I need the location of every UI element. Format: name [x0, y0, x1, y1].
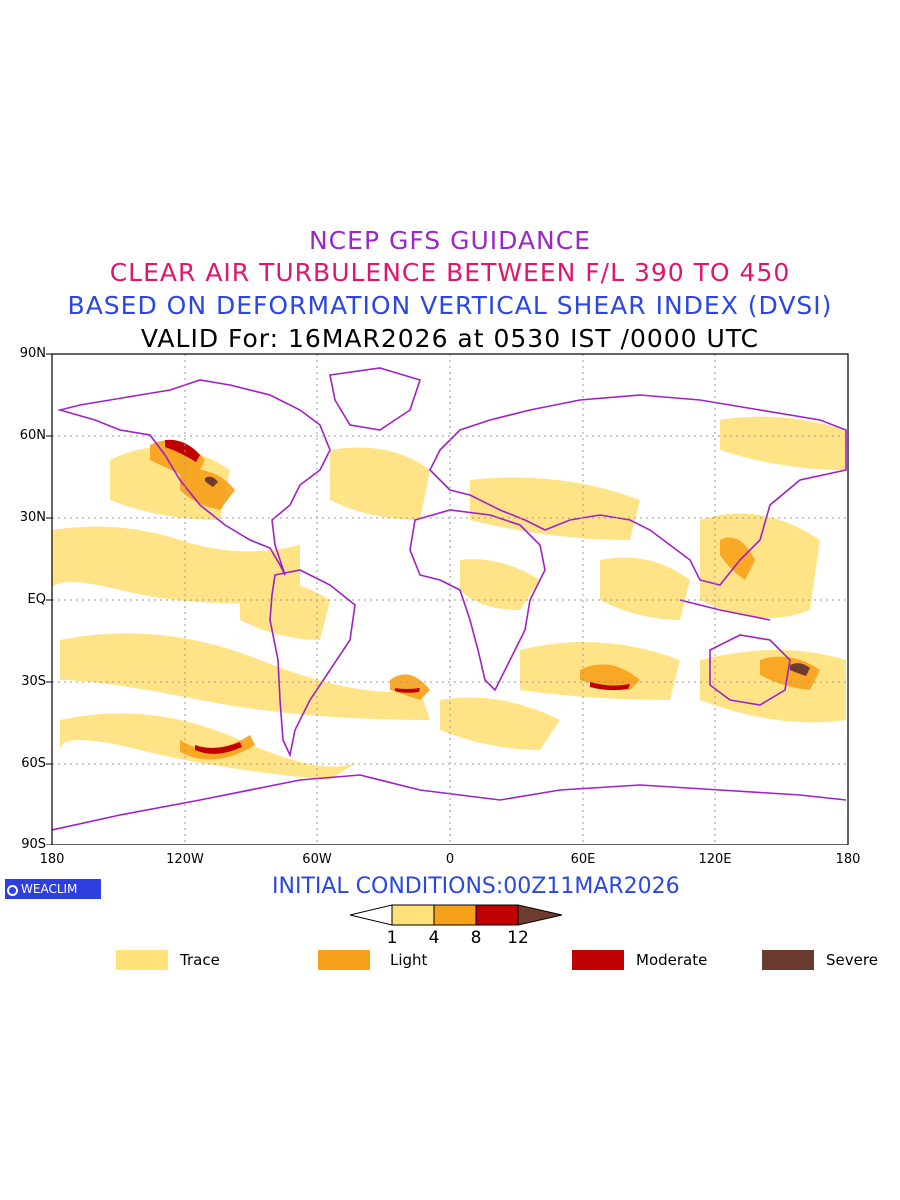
weaclim-logo: WEACLIM: [5, 879, 101, 899]
severe-shading: [205, 476, 810, 676]
legend-swatch-trace: [116, 950, 168, 970]
moderate-shading: [165, 439, 630, 754]
colorbar-low-arrow: [349, 904, 393, 926]
colorbar-moderate: [475, 904, 519, 926]
x-tick-0: 0: [445, 852, 455, 867]
title-line-3: BASED ON DEFORMATION VERTICAL SHEAR INDE…: [67, 291, 833, 320]
x-tick-120e: 120E: [698, 852, 732, 867]
initial-conditions: INITIAL CONDITIONS:00Z11MAR2026: [272, 874, 680, 899]
legend-label-moderate: Moderate: [636, 951, 708, 969]
title-line-2: CLEAR AIR TURBULENCE BETWEEN F/L 390 TO …: [109, 258, 791, 287]
x-tick-180w: 180: [39, 852, 65, 867]
y-tick-30n: 30N: [19, 510, 46, 525]
legend-swatch-severe: [762, 950, 814, 970]
x-tick-60w: 60W: [302, 852, 332, 867]
y-tick-30s: 30S: [21, 674, 46, 689]
y-tick-eq: EQ: [27, 592, 46, 607]
colorbar-high-arrow: [517, 904, 563, 926]
x-tick-180e: 180: [835, 852, 861, 867]
colorbar-tick-8: 8: [470, 928, 482, 948]
legend-label-light: Light: [390, 951, 428, 969]
colorbar-tick-4: 4: [428, 928, 440, 948]
colorbar-light: [433, 904, 477, 926]
x-tick-120w: 120W: [166, 852, 204, 867]
y-tick-90n: 90N: [19, 346, 46, 361]
x-tick-60e: 60E: [570, 852, 596, 867]
y-tick-90s: 90S: [21, 837, 46, 852]
logo-text: WEACLIM: [21, 882, 78, 896]
y-tick-60n: 60N: [19, 428, 46, 443]
legend-swatch-light: [318, 950, 370, 970]
colorbar: [349, 904, 563, 926]
grid-lines: [52, 354, 848, 845]
y-tick-60s: 60S: [21, 756, 46, 771]
title-line-1: NCEP GFS GUIDANCE: [308, 226, 591, 255]
colorbar-tick-12: 12: [507, 928, 529, 948]
colorbar-tick-1: 1: [386, 928, 398, 948]
legend-swatch-moderate: [572, 950, 624, 970]
turbulence-map: [46, 353, 849, 845]
legend-label-trace: Trace: [180, 951, 220, 969]
axis-ticks: [46, 353, 52, 845]
coastlines: [52, 367, 847, 831]
logo-ring-icon: [7, 885, 18, 896]
colorbar-trace: [391, 904, 435, 926]
valid-time-line: VALID For: 16MAR2026 at 0530 IST /0000 U…: [140, 324, 760, 353]
legend-label-severe: Severe: [826, 951, 878, 969]
